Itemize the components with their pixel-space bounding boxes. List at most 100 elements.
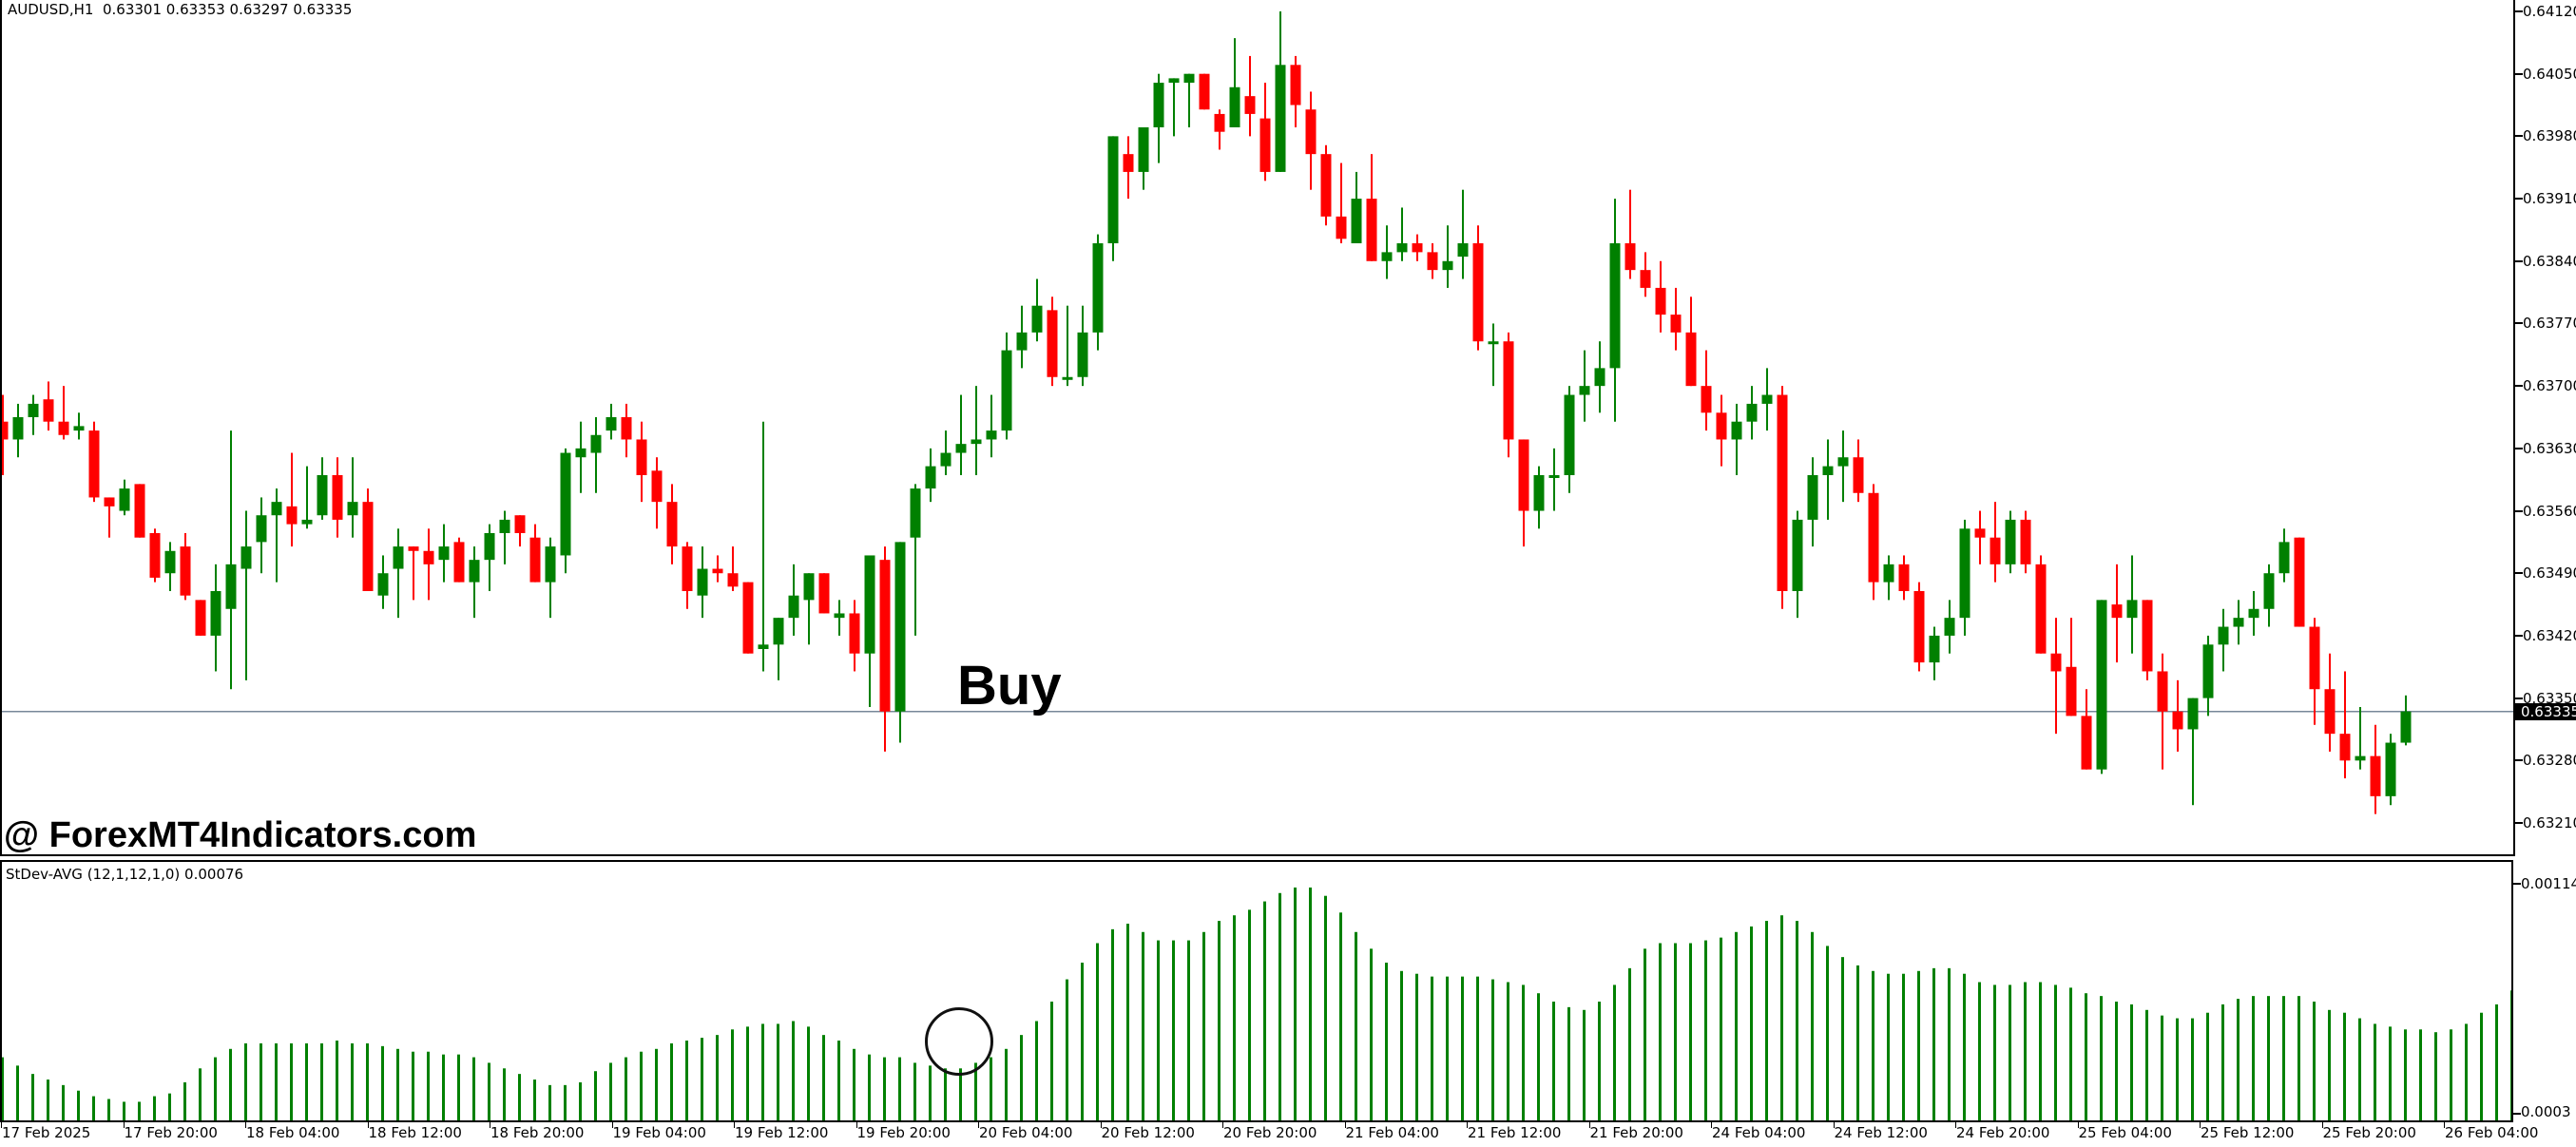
histogram-bar [564,1084,567,1120]
time-axis-tick [1,1122,2,1128]
price-axis-label: 0.64050 [2523,65,2576,83]
candle [1016,305,1028,369]
price-axis[interactable]: 0.64120 0.64050 0.63980 0.63910 0.63840 0.637… [2513,0,2576,856]
histogram-bar [2282,996,2285,1120]
candle [2005,510,2016,574]
candle [1138,126,1149,190]
histogram-bar [959,1068,962,1120]
candle [43,381,54,431]
candle [621,403,632,458]
candle [1275,11,1286,172]
candle [514,515,526,547]
histogram-bar [609,1062,612,1120]
histogram-bar [92,1096,95,1120]
candle [1913,582,1925,672]
histogram-bar [1567,1006,1570,1120]
histogram-bar [16,1065,19,1120]
candle [1457,189,1469,279]
price-chart-pane[interactable]: AUDUSD,H1 0.63301 0.63353 0.63297 0.6333… [0,0,2513,856]
time-axis-tick [2077,1122,2079,1128]
time-axis-label: 21 Feb 12:00 [1468,1124,1562,1141]
histogram-bar [1355,931,1357,1120]
stdev-histogram [2,887,2511,1120]
histogram-bar [1765,921,1768,1120]
time-axis-tick [855,1122,857,1128]
histogram-bar [701,1038,703,1120]
candle [1214,109,1225,150]
candle [2248,590,2259,636]
time-axis[interactable]: 17 Feb 2025 17 Feb 20:00 18 Feb 04:00 18 Fe… [0,1122,2538,1147]
candle [925,448,936,503]
histogram-bar [1400,970,1403,1120]
candle [2385,734,2396,806]
candle [1959,519,1970,636]
histogram-bar [2510,990,2511,1120]
histogram-bar [990,1057,992,1120]
candle [438,524,450,583]
candle [1107,136,1119,261]
histogram-bar [2176,1018,2179,1120]
histogram-bar [1385,963,1388,1120]
candle [210,564,221,672]
candle [362,488,374,591]
histogram-bar [168,1093,171,1120]
histogram-bar [1704,940,1707,1120]
candle [788,564,799,636]
histogram-bar [1187,940,1190,1120]
indicator-axis-tick [2513,883,2521,885]
histogram-bar [2130,1004,2133,1120]
candle [971,386,982,475]
histogram-bar [1339,912,1342,1120]
price-axis-tick [2515,447,2523,449]
histogram-bar [275,1042,278,1120]
time-axis-tick [1344,1122,1346,1128]
candle [332,457,343,538]
price-axis-label: 0.63490 [2523,564,2576,583]
candle [2,394,9,475]
candle [1351,171,1362,243]
histogram-bar [761,1023,764,1120]
histogram-bar [548,1084,551,1120]
time-axis-tick [978,1122,979,1128]
candle [149,528,161,583]
histogram-bar [260,1042,262,1120]
time-axis-label: 20 Feb 04:00 [979,1124,1073,1141]
candle [499,510,510,564]
histogram-bar [2297,996,2300,1120]
candle [697,546,708,619]
time-axis-label: 25 Feb 04:00 [2078,1124,2172,1141]
histogram-bar [2404,1029,2407,1120]
time-axis-label: 25 Feb 20:00 [2322,1124,2416,1141]
histogram-bar [123,1101,125,1120]
price-axis-label: 0.63280 [2523,752,2576,770]
price-axis-label: 0.63210 [2523,813,2576,832]
histogram-bar [1963,973,1966,1120]
time-axis-label: 18 Feb 12:00 [368,1124,462,1141]
time-axis-tick [123,1122,125,1128]
histogram-bar [2450,1029,2452,1120]
candle [1123,136,1134,200]
candle [2081,689,2092,770]
histogram-bar [1157,940,1160,1120]
histogram-bar [1278,892,1281,1120]
price-axis-label: 0.63910 [2523,190,2576,208]
time-axis-label: 24 Feb 12:00 [1834,1124,1928,1141]
candle [1077,305,1088,387]
histogram-bar [822,1035,825,1120]
candle [2355,706,2366,770]
candle [1503,332,1514,458]
time-axis-label: 21 Feb 04:00 [1345,1124,1439,1141]
histogram-bar [716,1035,719,1120]
candle [758,421,769,672]
indicator-pane[interactable]: StDev-AVG (12,1,12,1,0) 0.00076 [0,860,2513,1122]
signal-circle-marker [925,1007,993,1076]
histogram-bar [2419,1029,2422,1120]
time-axis-tick [611,1122,613,1128]
time-axis-tick [1222,1122,1223,1128]
candle [1701,350,1712,431]
histogram-bar [62,1084,65,1120]
histogram-bar [2115,1002,2118,1120]
candle [1761,368,1773,431]
histogram-bar [1491,979,1494,1120]
histogram-bar [1142,931,1144,1120]
